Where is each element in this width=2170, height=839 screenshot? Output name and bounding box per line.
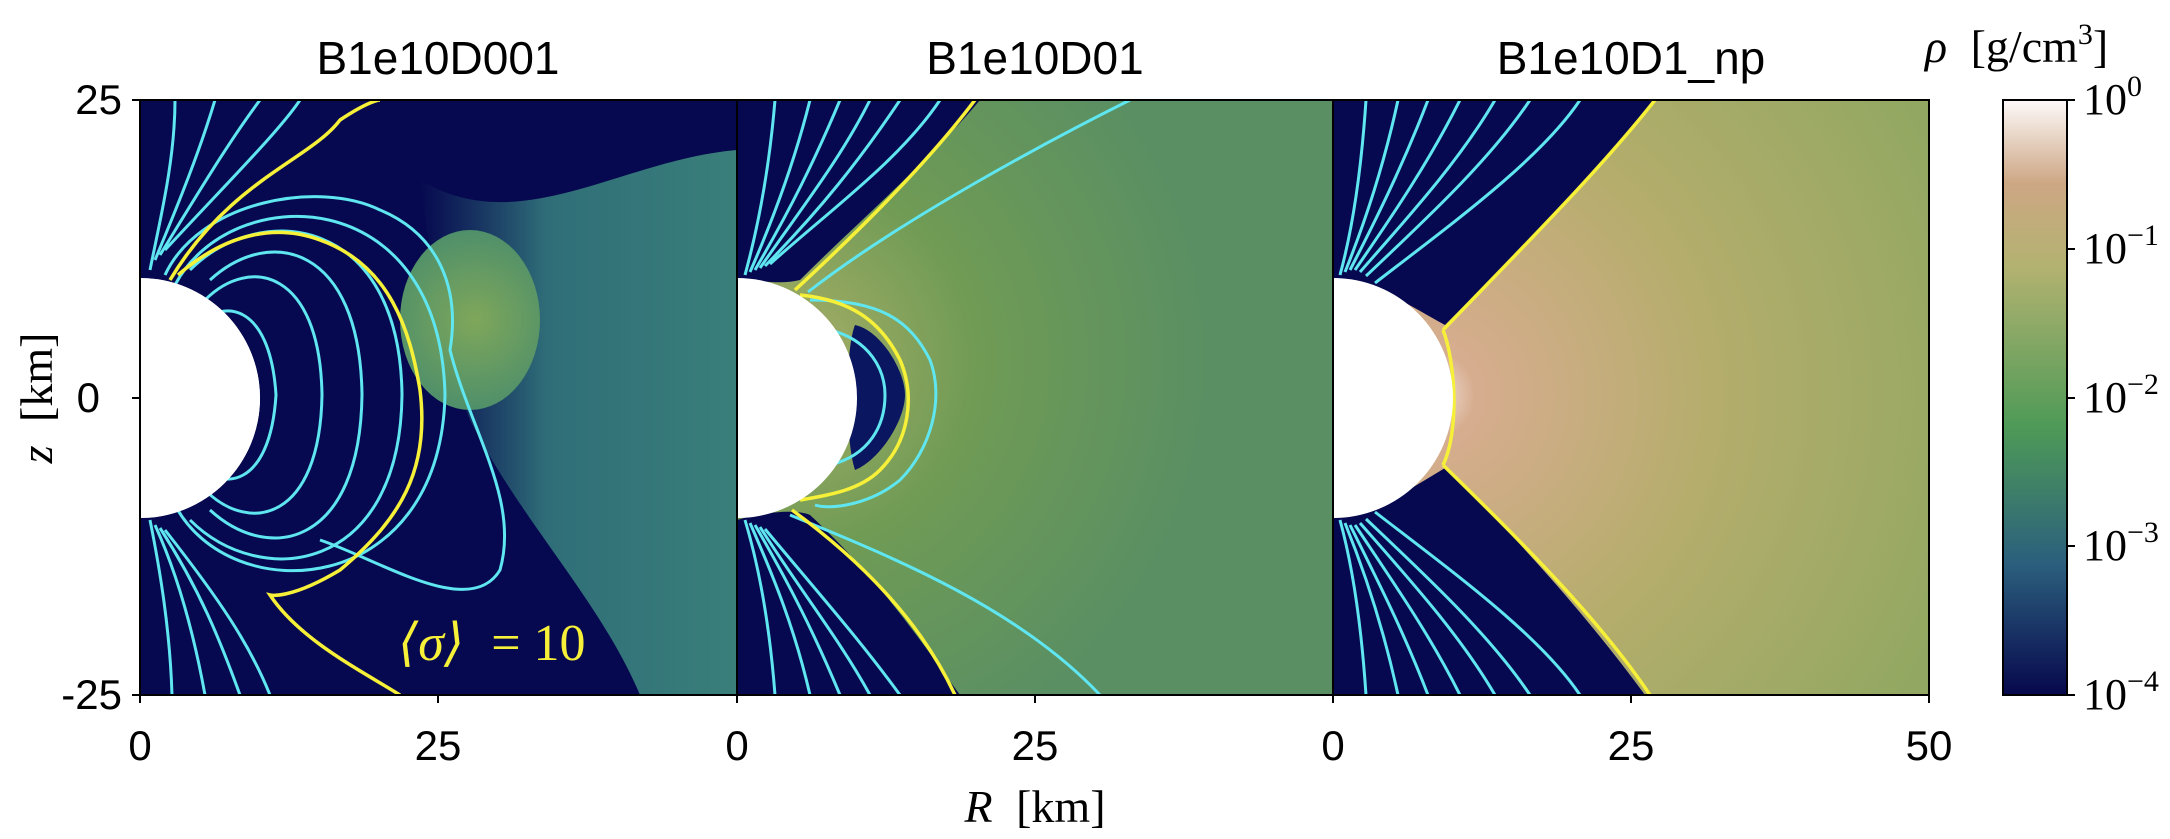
x-axis-symbol: R bbox=[963, 781, 992, 832]
colorbar-label: ρ [g/cm3] bbox=[1923, 18, 2108, 72]
x-tick-label: 25 bbox=[1012, 722, 1059, 769]
colorbar-tick-label: 100 bbox=[2083, 70, 2142, 124]
panel-1-hotspot bbox=[400, 230, 540, 410]
colorbar-tick-label: 10−4 bbox=[2083, 665, 2159, 719]
panel-3-title: B1e10D1_np bbox=[1497, 32, 1766, 84]
sigma-annotation-value: = 10 bbox=[491, 615, 585, 672]
x-tick-label: 0 bbox=[725, 722, 748, 769]
panel-3-neutron-star bbox=[1333, 278, 1453, 518]
sigma-annotation-symbol: ⟨σ⟩ bbox=[398, 615, 464, 672]
x-tick-label: 25 bbox=[1608, 722, 1655, 769]
colorbar: 100 10−1 10−2 10−3 10−4 ρ [g/cm3] bbox=[1923, 18, 2159, 719]
x-axis-label: R [km] bbox=[963, 781, 1105, 832]
panel-3-sigma-contour bbox=[1441, 100, 1657, 695]
colorbar-tick-label: 10−2 bbox=[2083, 368, 2159, 422]
panel-2-neutron-star bbox=[737, 278, 857, 518]
colorbar-tick-label: 10−3 bbox=[2083, 516, 2159, 570]
colorbar-gradient bbox=[2002, 99, 2068, 696]
panel-3-polar-north bbox=[1333, 100, 1655, 325]
panel-1 bbox=[140, 100, 737, 695]
y-axis-label: z [km] bbox=[11, 333, 62, 465]
x-tick-label: 50 bbox=[1906, 722, 1953, 769]
panel-3-field-lines bbox=[1338, 100, 1582, 695]
panel-3-polar-south bbox=[1333, 468, 1645, 695]
tick-marks bbox=[132, 99, 1930, 703]
x-tick-label: 25 bbox=[415, 722, 462, 769]
panel-1-title: B1e10D001 bbox=[317, 32, 560, 84]
panel-2-title: B1e10D01 bbox=[926, 32, 1143, 84]
panel-2-sigma-contour bbox=[790, 100, 977, 695]
x-axis-unit: [km] bbox=[1016, 781, 1105, 832]
y-axis-symbol: z bbox=[11, 445, 62, 464]
sigma-annotation: ⟨σ⟩ = 10 bbox=[398, 615, 586, 672]
x-tick-label: 0 bbox=[128, 722, 151, 769]
y-axis-unit: [km] bbox=[11, 333, 62, 422]
y-tick-label: -25 bbox=[61, 671, 122, 718]
panel-1-sigma-contour bbox=[168, 100, 424, 695]
x-tick-label: 0 bbox=[1321, 722, 1344, 769]
panel-2-polar-south bbox=[737, 511, 960, 695]
panel-3 bbox=[1333, 100, 1929, 695]
colorbar-tick-label: 10−1 bbox=[2083, 219, 2159, 273]
colorbar-ticks bbox=[2067, 99, 2075, 696]
y-tick-label: 25 bbox=[75, 76, 122, 123]
panel-2-field-lines bbox=[743, 100, 1131, 695]
panel-2 bbox=[737, 100, 1333, 695]
y-tick-label: 0 bbox=[77, 374, 100, 421]
